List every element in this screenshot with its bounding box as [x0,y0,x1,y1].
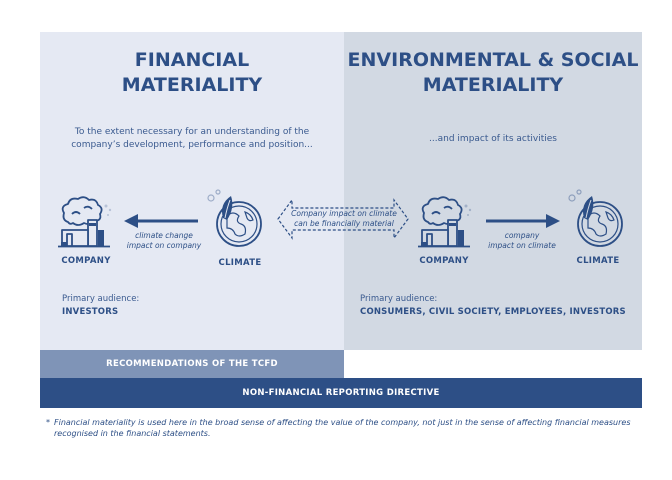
environmental-title-line-1: ENVIRONMENTAL & SOCIAL [347,49,639,71]
environmental-description: ...and impact of its activities [429,134,557,144]
caption-line: company [504,231,540,240]
caption-line: can be financially material [294,219,394,228]
tcfd-recommendations-bar: RECOMMENDATIONS OF THE TCFD [40,350,344,378]
financial-materiality-title: FINANCIAL MATERIALITY [40,48,344,98]
non-financial-reporting-directive-bar: NON-FINANCIAL REPORTING DIRECTIVE [40,378,642,408]
environmental-social-materiality-panel [344,32,642,350]
financial-audience-label: Primary audience: [62,294,140,304]
caption-line: impact on climate [488,241,556,250]
caption-line: impact on company [126,241,202,250]
environmental-title-line-2: MATERIALITY [422,74,564,96]
company-label: COMPANY [419,256,469,266]
company-impact-on-climate-caption: company impact on climate [480,231,564,251]
financial-audience-value: INVESTORS [62,307,119,317]
climate-to-company-arrow [124,214,198,228]
financially-material-caption: Company impact on climate can be financi… [282,209,406,229]
financial-description: To the extent necessary for an understan… [71,127,313,150]
environmental-social-materiality-title: ENVIRONMENTAL & SOCIAL MATERIALITY [344,48,642,98]
environmental-audience-value: CONSUMERS, CIVIL SOCIETY, EMPLOYEES, INV… [360,307,626,317]
climate-label: CLIMATE [218,258,262,268]
footnote-text: Financial materiality is used here in th… [54,418,631,438]
climate-impact-on-company-caption: climate change impact on company [124,231,204,251]
financial-materiality-panel [40,32,344,350]
climate-label: CLIMATE [576,256,620,266]
environmental-audience-label: Primary audience: [360,294,438,304]
factory-smoke-icon [58,196,112,248]
leaf-globe-icon [207,189,262,247]
caption-line: Company impact on climate [291,209,397,218]
company-label: COMPANY [61,256,111,266]
financial-title-line-2: MATERIALITY [121,74,263,96]
financial-title-line-1: FINANCIAL [134,49,250,71]
footnote-marker: * [46,418,50,427]
financially-material-bridge-arrow [277,198,409,240]
footnote: * Financial materiality is used here in … [46,417,634,439]
caption-line: climate change [135,231,193,240]
company-to-climate-arrow [486,214,560,228]
factory-smoke-icon [418,196,472,248]
leaf-globe-icon [568,189,623,247]
